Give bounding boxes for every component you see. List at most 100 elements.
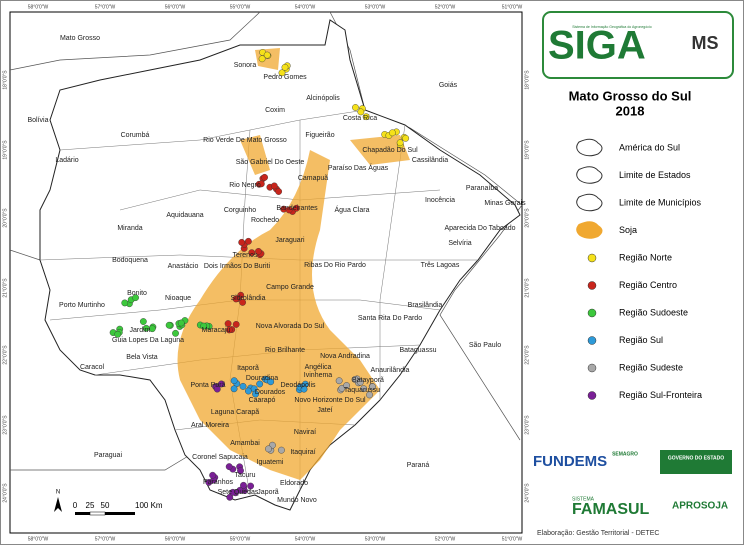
place-label: Aral Moreira — [191, 422, 229, 429]
region-point — [177, 319, 185, 327]
legend-label: Região Centro — [619, 280, 677, 290]
credit: Elaboração: Gestão Territorial - DETEC — [537, 530, 659, 537]
place-label: Ponta Porã — [190, 382, 225, 389]
legend-label: Região Sudoeste — [619, 307, 688, 317]
region-point — [396, 139, 404, 147]
place-label: Guia Lopes Da Laguna — [112, 337, 184, 344]
place-label: Douradina — [246, 375, 278, 382]
region-point — [247, 482, 255, 490]
region-point — [209, 471, 217, 479]
place-label: Bela Vista — [126, 354, 157, 361]
region-point — [281, 63, 289, 71]
logo-subtitle: Sistema de Informação Geográfica do Agro… — [572, 25, 651, 29]
region-point — [121, 299, 129, 307]
scale-seg — [75, 512, 90, 515]
region-point — [245, 237, 252, 245]
place-label: São Gabriel Do Oeste — [236, 159, 305, 166]
latitude-label: 21°0'0"S — [524, 278, 530, 298]
region-point — [369, 383, 376, 391]
place-label: Bataguassu — [400, 347, 437, 354]
region-point — [139, 318, 147, 325]
region-point — [267, 378, 275, 386]
region-point — [335, 377, 343, 385]
longitude-label: 51°0'0"W — [502, 536, 523, 542]
latitude-label: 20°0'0"S — [2, 208, 8, 228]
legend-label: Região Sudeste — [619, 362, 683, 372]
latitude-label: 19°0'0"S — [2, 140, 8, 160]
place-label: Aparecida Do Taboado — [444, 225, 515, 232]
place-label: Porto Murtinho — [59, 302, 105, 309]
place-label: Taquarussu — [344, 387, 380, 394]
region-point — [142, 324, 150, 332]
latitude-label: 20°0'0"S — [524, 208, 530, 228]
region-point — [225, 463, 233, 471]
region-point — [255, 248, 262, 255]
place-label: Deodápolis — [280, 382, 316, 389]
region-point — [360, 385, 368, 393]
region-point — [343, 382, 351, 389]
latitude-label: 18°0'0"S — [524, 70, 530, 90]
region-point — [257, 180, 265, 188]
gov-box — [660, 450, 732, 474]
place-label: Pedro Gomes — [263, 74, 307, 81]
place-label: Nova Alvorada Do Sul — [256, 323, 325, 330]
latitude-label: 24°0'0"S — [524, 483, 530, 503]
legend-symbol — [587, 336, 597, 345]
place-label: Sonora — [234, 62, 257, 69]
place-label: Itaporã — [237, 365, 259, 372]
place-label: Caarapó — [249, 397, 276, 404]
logo: SIGA MS Sistema de Informação Geográfica… — [542, 11, 734, 79]
latitude-label: 19°0'0"S — [524, 140, 530, 160]
place-label: Selvíria — [448, 240, 471, 247]
region-point — [224, 320, 232, 327]
region-point — [351, 376, 359, 383]
legend-symbol — [587, 308, 597, 318]
place-label: Miranda — [117, 225, 142, 232]
legend-symbol — [576, 166, 603, 184]
scale-seg — [89, 511, 106, 516]
place-label: Campo Grande — [266, 284, 314, 291]
place-label: Goiás — [439, 82, 458, 89]
longitude-label: 52°0'0"W — [435, 4, 456, 10]
region-point — [172, 329, 179, 337]
legend-symbol — [576, 138, 603, 157]
place-label: Coronel Sapucaia — [192, 454, 248, 461]
region-point — [402, 134, 410, 142]
sponsor: SEMAGRO — [612, 451, 638, 457]
place-label: Anaurilândia — [371, 367, 410, 374]
region-point — [229, 488, 237, 496]
region-point — [132, 294, 139, 302]
scale-label: 25 — [86, 501, 95, 510]
place-label: Água Clara — [334, 205, 369, 214]
longitude-label: 54°0'0"W — [295, 4, 316, 10]
place-label: Três Lagoas — [421, 262, 460, 269]
legend-label: Limite de Municípios — [619, 197, 702, 207]
longitude-label: 55°0'0"W — [230, 4, 251, 10]
legend-symbol — [587, 391, 597, 400]
logo-name: SIGA — [548, 24, 646, 68]
place-label: Ribas Do Rio Pardo — [304, 262, 366, 269]
region-point — [114, 330, 122, 338]
region-point — [230, 385, 238, 393]
soy-area — [177, 150, 380, 480]
legend-label: Região Sul — [619, 335, 663, 345]
region-point — [357, 108, 365, 116]
place-label: Caracol — [80, 364, 105, 371]
north-arrow — [54, 497, 62, 512]
region-point — [263, 51, 271, 59]
latitude-label: 22°0'0"S — [524, 345, 530, 365]
place-label: Rio Verde De Mato Grosso — [203, 137, 287, 144]
region-point — [217, 380, 225, 388]
place-label: Itaquiraí — [290, 449, 315, 456]
place-label: Cassilândia — [412, 157, 448, 164]
region-point — [232, 295, 240, 303]
sponsor: GOVERNO DO ESTADO — [668, 455, 724, 461]
region-point — [238, 238, 246, 246]
place-label: Iguatemi — [257, 459, 284, 466]
place-label: Brasilândia — [408, 302, 443, 309]
place-label: Nioaque — [165, 295, 191, 302]
region-point — [362, 113, 370, 121]
legend-symbol — [576, 221, 603, 239]
place-label: Chapadão Do Sul — [362, 147, 418, 154]
region-point — [261, 173, 268, 181]
